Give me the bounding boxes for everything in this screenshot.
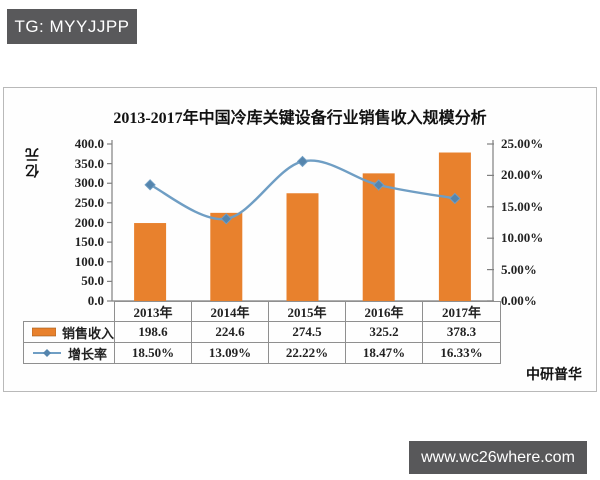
legend-label: 销售收入	[62, 325, 115, 341]
year-cell: 2017年	[422, 301, 502, 322]
left-axis-tick-label: 150.0	[74, 234, 104, 250]
revenue-bar	[286, 193, 319, 301]
chart-data-table: 2013年 2014年 2015年 2016年 2017年销售收入 198.6 224.6 2…	[22, 301, 502, 364]
growth-marker-icon	[220, 213, 233, 225]
chart-area: 2013-2017年中国冷库关键设备行业销售收入规模分析 亿元 0.0 50.0 1…	[3, 87, 597, 392]
right-axis-tick-label: 20.00%	[501, 167, 544, 183]
growth-cell: 22.22%	[268, 342, 347, 364]
right-axis-tick-label: 0.00%	[501, 293, 537, 308]
revenue-cell: 198.6	[114, 321, 193, 343]
revenue-bar	[134, 223, 167, 301]
growth-marker-icon	[372, 179, 385, 191]
chart-title: 2013-2017年中国冷库关键设备行业销售收入规模分析	[113, 110, 487, 127]
watermark-url-text: www.wc26where.com	[421, 448, 575, 466]
right-axis-tick-label: 25.00%	[501, 136, 544, 151]
legend-label: 增长率	[68, 346, 108, 362]
left-axis-tick-label: 400.0	[74, 136, 104, 151]
growth-cell: 18.50%	[114, 342, 193, 364]
right-axis-tick-label: 5.00%	[501, 261, 537, 277]
revenue-cell: 274.5	[268, 321, 347, 343]
year-cell: 2014年	[191, 301, 270, 322]
source-label: 中研普华	[526, 368, 582, 383]
legend-revenue: 销售收入	[22, 321, 116, 343]
year-cell: 2016年	[345, 301, 424, 322]
revenue-bar	[210, 212, 243, 301]
year-cell: 2015年	[268, 301, 347, 322]
left-axis-tick-label: 100.0	[74, 253, 104, 269]
left-axis-tick-label: 300.0	[74, 175, 104, 191]
year-cell: 2013年	[114, 301, 193, 322]
revenue-cell: 378.3	[422, 321, 502, 343]
legend-growth: 增长率	[22, 342, 116, 364]
revenue-bar	[438, 152, 471, 301]
growth-marker-icon	[449, 192, 461, 205]
watermark-badge-text: TG: MYYJJPP	[14, 16, 130, 36]
watermark-badge: TG: MYYJJPP	[7, 9, 137, 44]
right-axis-tick-label: 10.00%	[501, 230, 544, 246]
growth-marker-icon	[144, 179, 156, 191]
growth-line	[149, 159, 456, 221]
left-axis-tick-label: 0.0	[87, 293, 104, 308]
growth-cell: 16.33%	[422, 342, 502, 364]
revenue-bar	[362, 173, 395, 301]
left-axis-tick-label: 200.0	[74, 214, 104, 230]
watermark-url-bar: www.wc26where.com	[409, 441, 587, 474]
growth-cell: 18.47%	[345, 342, 424, 364]
revenue-cell: 224.6	[191, 321, 270, 343]
revenue-cell: 325.2	[345, 321, 424, 343]
left-axis-tick-label: 50.0	[81, 273, 104, 289]
growth-cell: 13.09%	[191, 342, 270, 364]
right-axis-tick-label: 15.00%	[501, 198, 544, 214]
left-axis-title: 亿元	[26, 146, 41, 178]
table-corner-spacer	[24, 302, 115, 322]
revenue-swatch-icon	[32, 327, 56, 337]
growth-marker-icon	[296, 155, 309, 168]
left-axis-tick-label: 250.0	[74, 194, 104, 210]
growth-swatch-icon	[33, 349, 61, 357]
left-axis-tick-label: 350.0	[74, 155, 104, 171]
